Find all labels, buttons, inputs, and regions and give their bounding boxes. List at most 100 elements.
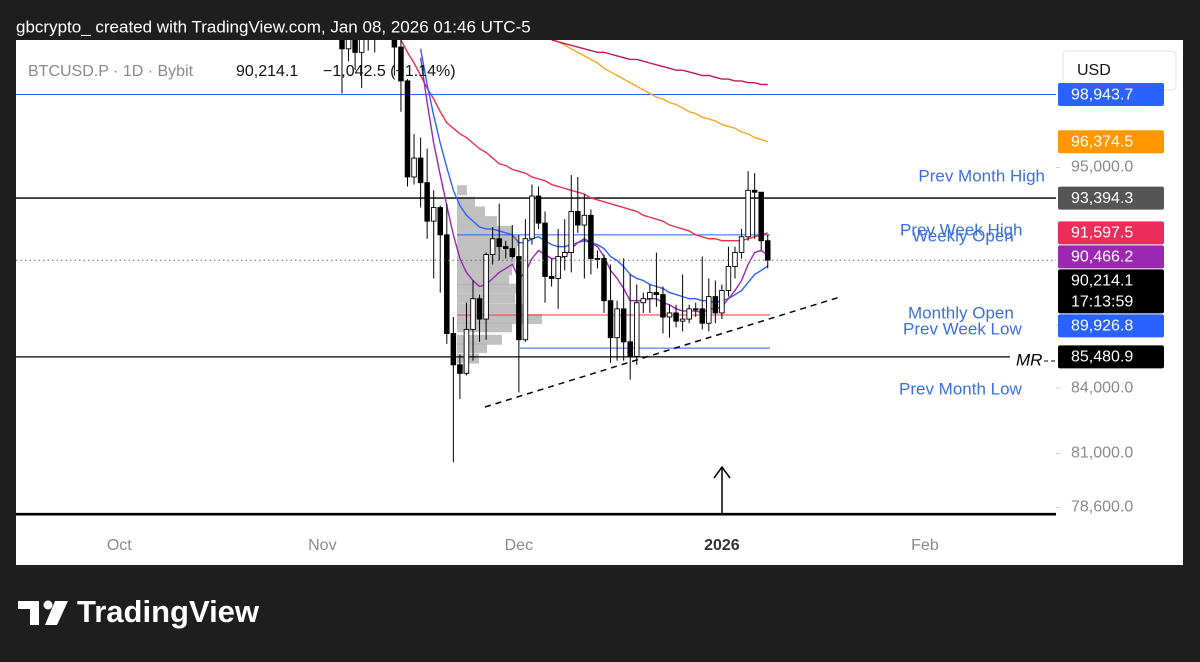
price-label: 93,394.3 [1071,190,1133,207]
candle-body [653,292,660,296]
candle-body [352,40,358,53]
y-tick-label: 78,600.0 [1071,499,1133,516]
last-price: 90,214.1 [236,63,298,80]
volume-bar [457,216,497,227]
candle-body [457,364,463,374]
logo [43,600,53,610]
volume-bar [457,225,512,236]
brand: TradingView [77,594,260,629]
x-tick-label: Oct [107,537,132,554]
price-label: 91,597.5 [1071,225,1133,242]
candle-body [614,308,620,339]
chart-panel [16,40,1183,565]
price-label-box [1058,83,1164,107]
candle-body [463,328,470,374]
x-tick-label: 2026 [704,537,740,554]
moving-average [551,40,768,86]
annotation: Prev Month High [918,166,1045,185]
volume-bar [457,275,509,286]
candle-body [627,341,633,357]
moving-average [400,40,768,242]
annotation: Weekly Open [912,226,1014,245]
symbol: BTCUSD.P · 1D · Bybit [28,63,194,80]
candle-body [358,40,365,53]
candle-body [679,318,686,322]
candle-body [535,195,542,224]
candle-body [568,211,575,253]
candle-body [339,40,345,50]
volume-bar [457,245,517,256]
candle-body [450,333,457,366]
candle-body [673,312,679,322]
price-label-box [1058,186,1164,210]
x-tick-label: Dec [505,537,533,554]
candle-body [706,296,712,324]
trend-line [484,296,841,408]
candle-body [503,246,509,250]
candle-body [444,234,450,334]
candle-body [719,290,725,314]
candle-body [692,308,699,311]
price-label-box [1058,221,1164,245]
candle-body [660,294,666,318]
candle-body [765,240,771,261]
candle-body [555,256,561,279]
price-labels: 98,943.7 96,374.5 93,394.3 91,597.5 90,466.2… [1058,83,1164,369]
price-label-box [1058,245,1164,269]
candle-body [732,252,738,267]
candle-body [620,308,627,343]
price-label: 98,943.7 [1071,86,1133,103]
candle-body [699,308,706,324]
candle-body [411,157,417,178]
candle-body [437,207,444,236]
volume-bar [457,235,519,246]
candle-body [496,238,502,248]
volume-bar [457,364,469,375]
candle-body [345,40,352,50]
candle-body [588,214,594,259]
y-tick-label: 95,000.0 [1071,159,1133,176]
volume-bar [457,343,487,354]
candle-body [594,258,601,260]
currency[interactable]: USD [1077,62,1111,79]
candle-body [542,222,548,277]
logo [18,601,39,609]
candle-body [745,189,751,238]
candle-body [522,238,529,341]
candle-body [751,189,758,193]
price-label-box [1058,269,1164,314]
candle-body [581,214,588,226]
candle-body [489,238,496,255]
candle-body [634,302,640,357]
arrow-head [713,465,731,479]
volume-bar [457,196,475,207]
plot-area [16,40,1056,516]
price-label-box [1058,314,1164,338]
volume-bar [457,322,512,333]
candle-body [404,80,411,178]
candle-body [424,182,430,222]
price-label-box [1058,130,1164,154]
candle-body [601,258,607,302]
header: gbcrypto_ created with TradingView.com, … [16,17,531,36]
candle-body [509,248,516,257]
candle-body [430,207,437,222]
candle-body [391,40,398,48]
candle-body [483,254,489,320]
price-label-box [1058,345,1164,369]
moving-average [553,40,768,143]
price-label: 96,374.5 [1071,133,1133,150]
annotation: Prev Week High [900,220,1023,239]
countdown: 17:13:59 [1071,294,1133,311]
annotation: Prev Month Low [899,379,1023,398]
price-change: −1,042.5 (−1.14%) [323,63,456,80]
price-label: 90,214.1 [1071,273,1133,290]
candle-body [666,312,673,318]
candle-body [575,211,581,226]
candle-body [686,308,692,320]
volume-bar [457,303,527,314]
candle-body [607,300,614,339]
candle-body [548,276,555,279]
